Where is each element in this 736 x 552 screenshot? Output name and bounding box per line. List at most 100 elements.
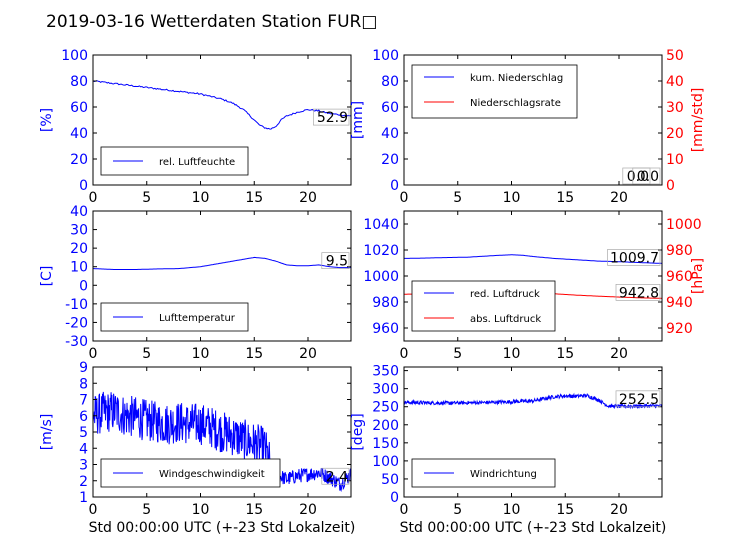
- y-tick-label: 350: [372, 364, 399, 380]
- figure-title: 2019-03-16 Wetterdaten Station FUR□: [46, 12, 377, 32]
- y-tick-label: 40: [70, 204, 88, 220]
- y2-tick-label: 980: [666, 243, 693, 259]
- y-tick-label: 6: [79, 409, 88, 425]
- x-tick-label: 15: [556, 502, 574, 518]
- y-tick-label: 3: [79, 458, 88, 474]
- annotation-text: 252.5: [619, 392, 659, 408]
- x-tick-label: 20: [299, 502, 317, 518]
- series-line-1: [404, 254, 662, 264]
- x-tick-label: 15: [245, 502, 263, 518]
- y-axis-label: [deg]: [350, 413, 366, 450]
- y-tick-label: 100: [61, 48, 88, 64]
- x-tick-label: 20: [299, 346, 317, 362]
- legend-label: Lufttemperatur: [159, 313, 236, 324]
- value-annotation: 1009.7: [607, 249, 661, 266]
- y-axis-label: [m/s]: [39, 414, 55, 451]
- legend-label: rel. Luftfeuchte: [159, 157, 235, 168]
- series-line-1: [404, 392, 662, 410]
- y-tick-label: 60: [381, 100, 399, 116]
- legend-box: [411, 64, 578, 119]
- value-annotation: 2.4: [321, 467, 350, 485]
- legend-label: red. Luftdruck: [470, 289, 540, 300]
- y2-axis-label: [hPa]: [690, 258, 706, 294]
- value-annotation: 52.9: [313, 108, 350, 126]
- x-tick-label: 20: [610, 502, 628, 518]
- y2-tick-label: 40: [666, 74, 684, 90]
- value-annotation: 942.8: [615, 284, 661, 301]
- y-tick-label: 0: [79, 178, 88, 194]
- y2-tick-label: 960: [666, 269, 693, 285]
- annotation-text: 1009.7: [610, 250, 659, 266]
- y2-axis-label: [mm/std]: [690, 88, 706, 153]
- plot-frame: [403, 54, 663, 186]
- legend-label: kum. Niederschlag: [470, 73, 563, 84]
- annotation-box: [313, 108, 350, 126]
- x-tick-label: 10: [503, 346, 521, 362]
- y2-tick-label: 10: [666, 152, 684, 168]
- x-tick-label: 5: [453, 190, 462, 206]
- y-tick-label: 60: [70, 100, 88, 116]
- legend: red. Luftdruck abs. Luftdruck: [411, 280, 556, 332]
- y-tick-label: 0: [390, 178, 399, 194]
- y-tick-label: 1020: [363, 243, 399, 259]
- y-tick-label: 20: [70, 241, 88, 257]
- y-tick-label: 150: [372, 436, 399, 452]
- x-axis-label: Std 00:00:00 UTC (+-23 Std Lokalzeit): [89, 520, 356, 536]
- y-tick-label: 980: [372, 295, 399, 311]
- x-tick-label: 20: [299, 190, 317, 206]
- y-tick-label: 100: [372, 48, 399, 64]
- y-tick-label: 300: [372, 382, 399, 398]
- y-tick-label: 0: [79, 278, 88, 294]
- panel-pressure: 0 5 10 15 20 960 980 1000 1020 1040 920 940 960 980 10…: [363, 210, 706, 362]
- legend-box: [411, 280, 556, 332]
- series-line-1: [93, 256, 351, 270]
- x-tick-label: 15: [556, 190, 574, 206]
- legend: kum. Niederschlag Niederschlagsrate: [411, 64, 578, 119]
- plot-frame: [92, 54, 352, 186]
- y-tick-label: 30: [70, 223, 88, 239]
- x-tick-label: 0: [89, 190, 98, 206]
- x-tick-label: 5: [142, 502, 151, 518]
- panel-precipitation: 0 5 10 15 20 0 20 40 60 80 100 0 10 20 30 40 50 [mm] [mm/s…: [350, 48, 706, 206]
- annotation-text: 942.8: [619, 285, 659, 301]
- y-tick-label: 250: [372, 400, 399, 416]
- series-line-1: [93, 391, 351, 493]
- x-tick-label: 0: [89, 346, 98, 362]
- legend: rel. Luftfeuchte: [100, 146, 249, 176]
- y-tick-label: -10: [65, 297, 88, 313]
- x-tick-label: 10: [192, 502, 210, 518]
- annotation-box: [615, 284, 661, 301]
- y-tick-label: 40: [70, 126, 88, 142]
- series-line-1: [93, 80, 351, 130]
- y2-tick-label: 50: [666, 48, 684, 64]
- panel-humidity: 0 5 10 15 20 0 20 40 60 80 100 [%] rel. Luftfeuchte 5…: [39, 48, 352, 206]
- y-tick-label: 9: [79, 360, 88, 376]
- x-tick-label: 5: [453, 502, 462, 518]
- y-tick-label: 5: [79, 425, 88, 441]
- legend: Windrichtung: [411, 458, 556, 488]
- y-axis-label: [mm]: [350, 101, 366, 139]
- y-tick-label: 20: [70, 152, 88, 168]
- value-annotation: 9.5: [321, 252, 350, 270]
- legend-label: Windrichtung: [470, 469, 537, 480]
- x-tick-label: 10: [192, 190, 210, 206]
- x-tick-label: 0: [400, 346, 409, 362]
- plot-frame: [403, 366, 663, 498]
- legend: Windgeschwindigkeit: [100, 458, 281, 488]
- annotation-text: 9.5: [326, 254, 348, 270]
- y-tick-label: 4: [79, 441, 88, 457]
- annotation-box: [632, 167, 661, 185]
- y2-tick-label: 30: [666, 100, 684, 116]
- x-tick-label: 20: [610, 346, 628, 362]
- y-tick-label: 100: [372, 454, 399, 470]
- y-tick-label: 7: [79, 393, 88, 409]
- x-axis-label: Std 00:00:00 UTC (+-23 Std Lokalzeit): [400, 520, 667, 536]
- y-tick-label: -20: [65, 315, 88, 331]
- y-tick-label: 20: [381, 152, 399, 168]
- y-axis-label: [%]: [39, 108, 55, 132]
- y-tick-label: 1040: [363, 217, 399, 233]
- x-tick-label: 0: [89, 502, 98, 518]
- x-tick-label: 0: [400, 502, 409, 518]
- legend: Lufttemperatur: [100, 302, 249, 332]
